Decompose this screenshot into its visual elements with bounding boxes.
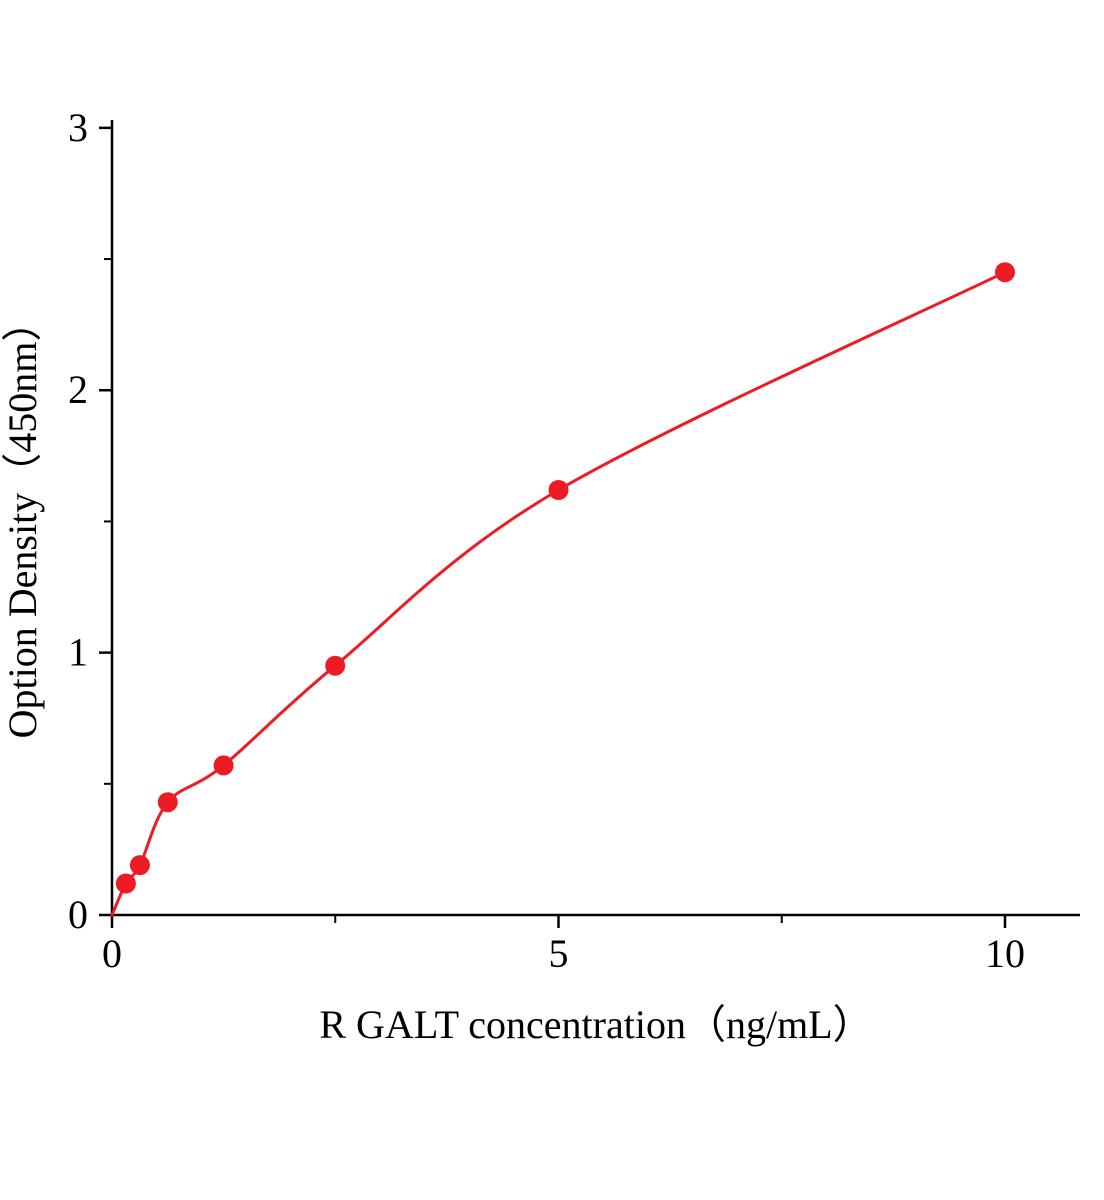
- data-point: [157, 792, 178, 813]
- x-tick-label: 0: [102, 931, 122, 976]
- y-tick-label: 0: [68, 892, 88, 937]
- data-point: [548, 480, 569, 500]
- axes-layer: [99, 120, 1080, 928]
- x-axis-title: R GALT concentration（ng/mL）: [319, 1002, 872, 1047]
- tick-label-layer: 0 5 10 0 1 2 3: [68, 105, 1025, 976]
- y-tick-label: 1: [68, 630, 88, 675]
- x-tick-label: 5: [548, 931, 568, 976]
- fit-curve: [110, 270, 1007, 917]
- data-point: [213, 755, 234, 776]
- y-axis-title: Option Density（450nm）: [0, 302, 45, 739]
- data-point: [115, 873, 136, 894]
- plot-layer: [110, 262, 1015, 917]
- y-tick-label: 2: [68, 367, 88, 412]
- data-point: [129, 855, 150, 876]
- y-tick-label: 3: [68, 105, 88, 150]
- x-tick-label: 10: [985, 931, 1025, 976]
- data-point: [325, 655, 346, 676]
- data-point: [995, 262, 1015, 283]
